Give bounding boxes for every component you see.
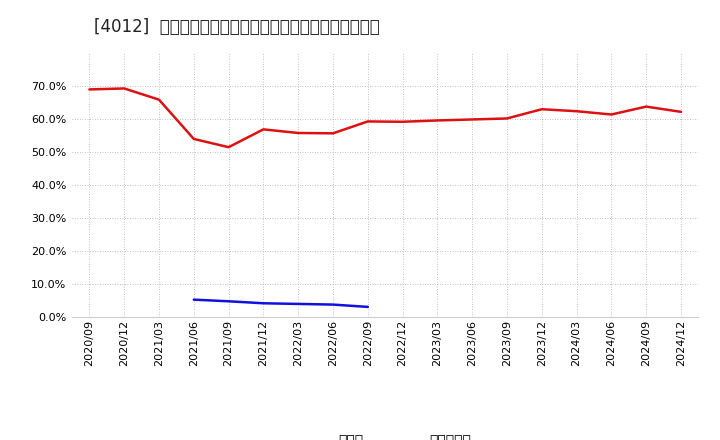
現預金 — [120, 86, 129, 91]
現預金 — [364, 119, 372, 124]
有利子負債 — [364, 304, 372, 310]
現預金 — [572, 109, 581, 114]
現預金 — [155, 97, 163, 102]
現預金 — [503, 116, 511, 121]
現預金 — [398, 119, 407, 125]
有利子負債 — [294, 301, 302, 307]
現預金 — [294, 130, 302, 136]
Text: [4012]  現預金、有利子負債の総資産に対する比率の推移: [4012] 現預金、有利子負債の総資産に対する比率の推移 — [94, 18, 379, 36]
Line: 現預金: 現預金 — [89, 88, 681, 147]
Legend: 現預金, 有利子負債: 現預金, 有利子負債 — [299, 435, 472, 440]
現預金 — [328, 131, 337, 136]
有利子負債 — [328, 302, 337, 307]
Line: 有利子負債: 有利子負債 — [194, 300, 368, 307]
現預金 — [537, 106, 546, 112]
有利子負債 — [189, 297, 198, 302]
現預金 — [642, 104, 651, 109]
有利子負債 — [225, 299, 233, 304]
現預金 — [225, 144, 233, 150]
現預金 — [677, 109, 685, 114]
現預金 — [433, 118, 442, 123]
現預金 — [468, 117, 477, 122]
現預金 — [607, 112, 616, 117]
現預金 — [85, 87, 94, 92]
現預金 — [259, 127, 268, 132]
有利子負債 — [259, 301, 268, 306]
現預金 — [189, 136, 198, 142]
